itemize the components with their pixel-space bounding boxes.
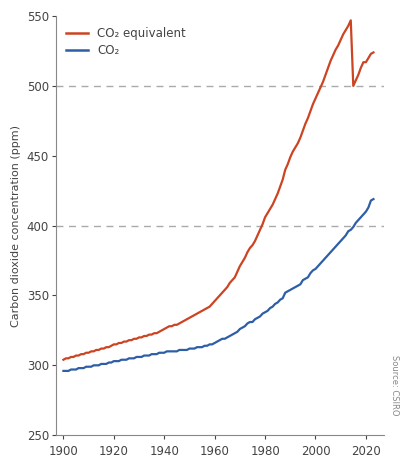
Text: Source: CSIRO: Source: CSIRO	[389, 355, 398, 415]
Legend: CO₂ equivalent, CO₂: CO₂ equivalent, CO₂	[62, 22, 190, 62]
Y-axis label: Carbon dioxide concentration (ppm): Carbon dioxide concentration (ppm)	[11, 125, 21, 326]
